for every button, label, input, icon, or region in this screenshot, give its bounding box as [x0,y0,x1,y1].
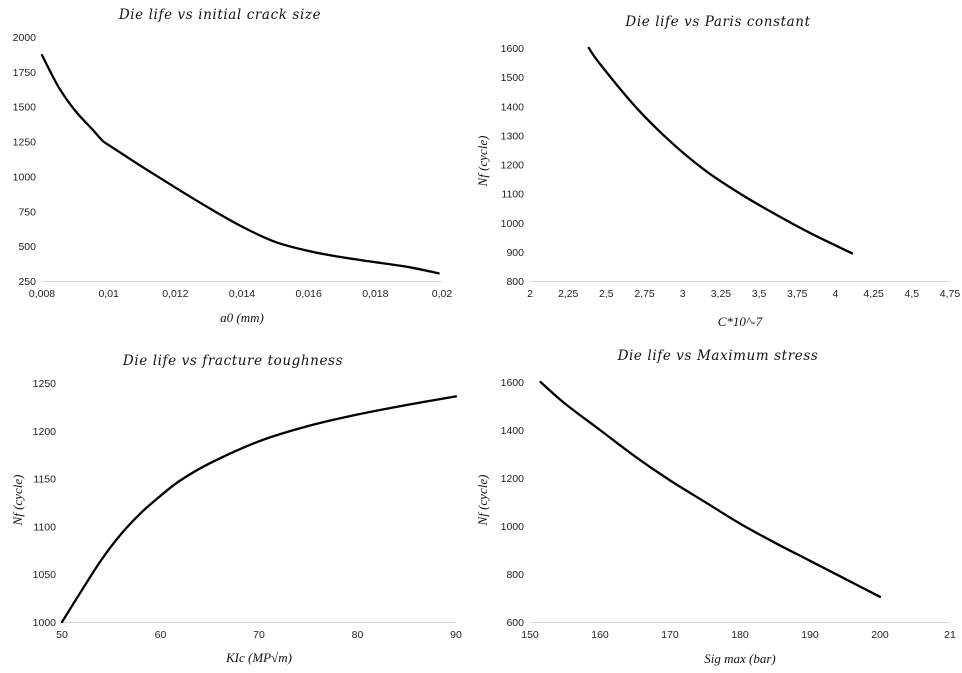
chart-die-life-vs-paris-constant: Die life vs Paris constant 2 2,25 2,5 2,75 3 3… [475,14,960,329]
y-tick-label: 1000 [33,617,57,629]
x-tick-label: 80 [352,629,364,641]
y-tick-label: 1750 [13,67,37,79]
x-tick-label: 0,02 [432,288,453,300]
x-tick-label: 180 [731,629,749,641]
y-tick-label: 1000 [501,218,525,230]
y-tick-label: 600 [506,617,524,629]
y-tick-label: 1250 [13,137,37,149]
x-tick-label: 2 [527,288,533,300]
y-tick-label: 1400 [501,425,525,437]
x-tick-label: 4 [833,288,839,300]
chart-die-life-vs-initial-crack-size: Die life vs initial crack size 0,008 0,01 0… [13,7,453,325]
chart-die-life-vs-maximum-stress: Die life vs Maximum stress 150 160 170 180 19… [475,348,956,666]
y-tick-label: 800 [506,569,524,581]
x-tick-label: 0,008 [29,288,55,300]
series-line [539,380,882,598]
x-tick-label: 2,75 [634,288,655,300]
x-axis-label: Sig max (bar) [704,651,776,666]
y-tick-label: 2000 [13,32,37,44]
y-axis-label: Nf (cycle) [475,136,490,188]
x-tick-label: 4,5 [905,288,920,300]
y-tick-label: 1500 [501,72,525,84]
chart-title: Die life vs Maximum stress [617,348,819,364]
y-tick-label: 1600 [501,377,525,389]
x-tick-label: 3,5 [752,288,767,300]
x-tick-label: 3,75 [787,288,808,300]
x-tick-label: 0,01 [98,288,119,300]
y-tick-label: 1100 [33,521,56,533]
x-tick-label: 160 [591,629,609,641]
x-tick-label: 50 [56,629,68,641]
x-tick-label: 170 [661,629,679,641]
y-tick-label: 1150 [33,474,56,486]
y-tick-label: 1200 [501,473,525,485]
y-tick-label: 1500 [13,102,37,114]
y-tick-label: 1050 [33,569,57,581]
x-tick-label: 0,016 [296,288,322,300]
y-axis-label: Nf (cycle) [10,475,25,527]
x-tick-label: 3,25 [711,288,732,300]
y-tick-label: 500 [18,241,36,253]
y-tick-label: 1100 [501,189,524,201]
x-tick-label: 150 [521,629,539,641]
x-tick-label: 0,014 [229,288,255,300]
y-tick-label: 250 [18,276,36,288]
x-tick-label: 90 [450,629,462,641]
x-axis-label: a0 (mm) [220,310,264,325]
x-axis-label: KIc (MP√m) [225,650,292,665]
y-tick-label: 1200 [33,426,57,438]
y-tick-label: 1400 [501,101,525,113]
chart-die-life-vs-fracture-toughness: Die life vs fracture toughness 50 60 70 80 90… [10,353,462,665]
y-tick-label: 1000 [13,171,37,183]
x-tick-label: 2,25 [558,288,579,300]
x-tick-label: 70 [253,629,265,641]
y-tick-label: 900 [506,247,524,259]
y-tick-label: 750 [18,206,36,218]
x-tick-label: 0,018 [362,288,388,300]
x-tick-label: 21 [944,629,956,641]
y-tick-label: 1300 [501,130,525,142]
y-tick-label: 1250 [33,378,57,390]
y-tick-label: 800 [506,276,524,288]
x-tick-label: 0,012 [162,288,188,300]
x-axis-label: C*10^-7 [718,314,763,329]
series-line [587,46,854,255]
x-tick-label: 4,25 [863,288,884,300]
chart-title: Die life vs initial crack size [118,7,321,23]
y-tick-label: 1200 [501,160,525,172]
y-axis-label: Nf (cycle) [475,475,490,527]
x-tick-label: 4,75 [940,288,961,300]
x-tick-label: 60 [155,629,167,641]
x-tick-label: 3 [680,288,686,300]
series-line [60,395,458,624]
y-tick-label: 1600 [501,43,525,55]
chart-title: Die life vs fracture toughness [122,353,343,369]
y-tick-label: 1000 [501,521,525,533]
x-tick-label: 2,5 [599,288,614,300]
x-tick-label: 190 [801,629,819,641]
chart-title: Die life vs Paris constant [624,14,810,30]
x-tick-label: 200 [871,629,889,641]
series-line [40,53,440,275]
